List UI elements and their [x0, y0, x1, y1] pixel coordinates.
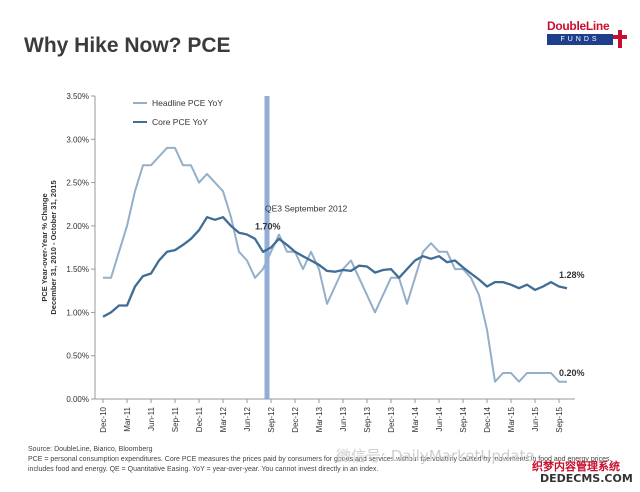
x-tick-label: Sep-12	[267, 406, 276, 432]
x-tick-label: Mar-11	[123, 406, 132, 431]
x-tick-label: Dec-10	[99, 406, 108, 432]
y-tick-label: 0.00%	[66, 395, 89, 404]
x-tick-label: Dec-13	[387, 406, 396, 432]
x-tick-label: Jun-15	[531, 406, 540, 431]
y-tick-label: 1.50%	[66, 265, 89, 274]
y-tick-label: 1.00%	[66, 308, 89, 317]
logo-wordmark: DoubleLine	[547, 18, 627, 34]
core-end-value-label: 1.28%	[559, 270, 585, 280]
legend-label: Headline PCE YoY	[152, 98, 223, 108]
x-tick-label: Jun-13	[339, 406, 348, 431]
series-line-core-pce	[102, 216, 568, 318]
source-note: Source: DoubleLine, Bianco, Bloomberg	[28, 446, 153, 453]
doubleline-logo: DoubleLine FUNDS	[547, 18, 627, 48]
x-tick-label: Sep-11	[171, 406, 180, 432]
x-tick-label: Dec-12	[291, 406, 300, 432]
y-tick-label: 3.50%	[66, 92, 89, 101]
x-tick-label: Dec-11	[195, 406, 204, 432]
y-tick-label: 2.00%	[66, 222, 89, 231]
watermark-domain: DEDECMS.COM	[540, 472, 633, 485]
watermark-cms: 织梦内容管理系统	[532, 460, 620, 473]
qe3-value-label: 1.70%	[255, 222, 281, 232]
logo-cross-icon	[613, 30, 627, 48]
x-tick-label: Jun-12	[243, 406, 252, 431]
x-tick-label: Jun-11	[147, 406, 156, 430]
legend-label: Core PCE YoY	[152, 117, 208, 127]
x-tick-label: Sep-14	[459, 406, 468, 432]
x-tick-label: Jun-14	[435, 406, 444, 431]
y-axis-label: PCE Year-over-Year % Change	[40, 193, 49, 301]
logo-subtitle: FUNDS	[547, 34, 613, 45]
y-tick-label: 0.50%	[66, 352, 89, 361]
y-tick-label: 2.50%	[66, 179, 89, 188]
x-tick-label: Sep-15	[555, 406, 564, 432]
x-tick-label: Sep-13	[363, 406, 372, 432]
page-title: Why Hike Now? PCE	[24, 34, 231, 57]
headline-end-value-label: 0.20%	[559, 368, 585, 378]
y-axis-label-dates: December 31, 2010 - October 31, 2015	[49, 180, 58, 314]
x-tick-label: Dec-14	[483, 406, 492, 432]
x-tick-label: Mar-13	[315, 406, 324, 432]
y-tick-label: 3.00%	[66, 135, 89, 144]
qe3-annotation-label: QE3 September 2012	[265, 204, 347, 214]
x-tick-label: Mar-15	[507, 406, 516, 432]
disclaimer-note: includes food and energy. QE = Quantitat…	[28, 466, 379, 473]
x-tick-label: Mar-14	[411, 406, 420, 432]
series-line-headline-pce	[103, 146, 567, 383]
definitions-note: PCE = personal consumption expenditures.…	[28, 456, 612, 463]
watermark-text: 微信号: DailyMarketUpdate	[336, 447, 535, 465]
x-tick-label: Mar-12	[219, 406, 228, 432]
